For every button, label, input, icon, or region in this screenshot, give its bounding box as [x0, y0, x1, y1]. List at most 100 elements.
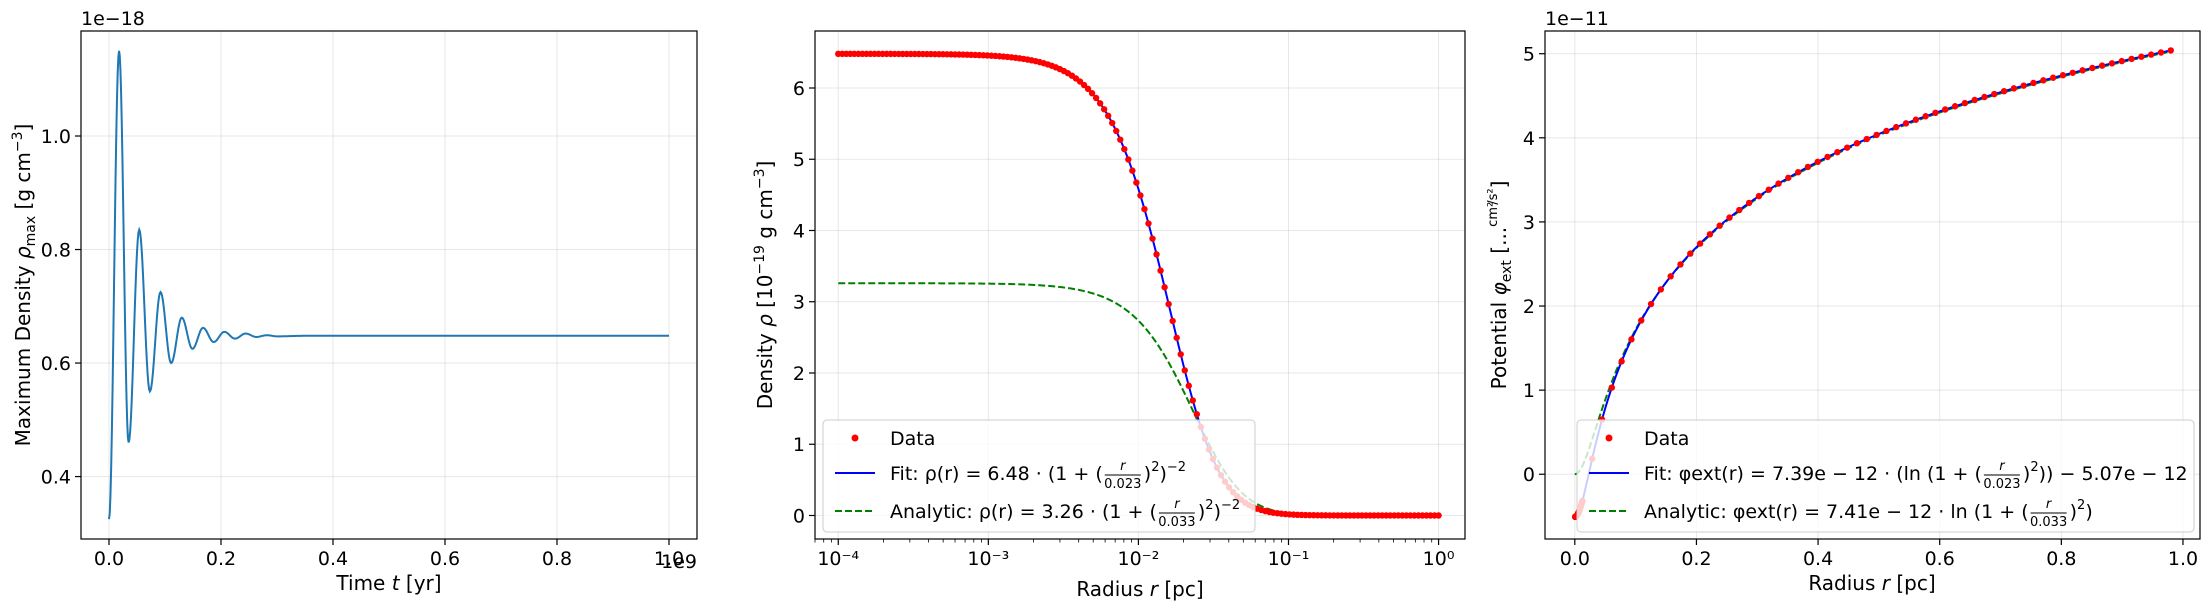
data-point — [2108, 60, 2116, 67]
data-point — [1084, 85, 1092, 93]
data-point — [1961, 99, 1969, 107]
data-point — [1173, 334, 1180, 341]
panel-3-x-ticks: 0.0 0.2 0.4 0.6 0.8 1.0 — [1560, 539, 2198, 570]
data-point — [1971, 96, 1978, 104]
data-point — [1153, 251, 1160, 258]
y-tick-label: 0 — [793, 505, 805, 527]
legend-marker-data — [851, 434, 859, 442]
panel-2-x-axis-label: Radius r [pc] — [1076, 577, 1203, 601]
x-tick-label: 0.8 — [2046, 548, 2076, 570]
legend-fraction-denominator: 0.023 — [1983, 477, 2020, 492]
panel-3-y-ticks: 0 1 2 3 4 5 — [1523, 44, 1545, 486]
data-point — [1435, 512, 1442, 519]
data-point — [1193, 411, 1201, 418]
panel-2-y-axis-label: Density ρ [10−19 g cm−3] — [752, 161, 777, 410]
y-tick-label: 0 — [1523, 464, 1535, 486]
data-point — [2049, 74, 2057, 81]
data-point — [1638, 317, 1645, 324]
data-point — [1824, 153, 1831, 161]
panel-density-profile: 10⁻⁴ 10⁻³ 10⁻² 10⁻¹ 10⁰ 0 1 2 3 4 5 6 Radius r [pc… — [752, 30, 1466, 601]
y-tick-label: 6 — [793, 78, 805, 100]
legend-fraction-denominator: 0.033 — [2030, 515, 2067, 530]
data-point — [1932, 109, 1939, 117]
data-point — [1129, 167, 1136, 174]
data-point — [1981, 93, 1988, 101]
data-point — [2167, 47, 2175, 54]
data-point — [1991, 90, 1998, 98]
data-point — [2118, 57, 2125, 65]
data-point — [1145, 220, 1152, 227]
data-point — [1157, 267, 1164, 274]
data-point — [2000, 87, 2008, 95]
data-point — [2059, 72, 2067, 79]
data-point — [1696, 240, 1704, 247]
data-point — [1125, 156, 1132, 163]
panel-1-series — [108, 50, 669, 520]
panel-max-density-vs-time: 0.0 0.2 0.4 0.6 0.8 1.0 0.4 0.6 0.8 1.0 Time t [… — [10, 8, 698, 595]
data-point — [1109, 119, 1116, 127]
panel-1-x-offset-label: 1e9 — [661, 551, 697, 573]
x-tick-label: 0.4 — [318, 548, 348, 570]
data-point — [2040, 77, 2047, 84]
data-point — [1618, 358, 1625, 365]
data-point — [1912, 116, 1920, 123]
data-point — [2010, 85, 2018, 92]
data-point — [1745, 199, 1753, 207]
data-point — [1902, 120, 1910, 127]
y-tick-label: 1 — [793, 434, 805, 456]
data-point — [1785, 174, 1792, 181]
panel-2-frame — [814, 30, 1466, 540]
y-tick-label: 4 — [1523, 128, 1535, 150]
x-tick-label: 0.0 — [1560, 548, 1590, 570]
data-point — [1667, 273, 1674, 280]
max-density-line — [108, 50, 669, 520]
data-point — [2157, 49, 2165, 56]
y-tick-label: 3 — [1523, 212, 1535, 234]
data-point — [1755, 192, 1763, 200]
y-tick-label: 0.6 — [41, 353, 71, 375]
data-point — [2098, 62, 2106, 69]
data-point — [2069, 69, 2076, 76]
data-point — [1117, 136, 1124, 143]
panel-1-y-ticks: 0.4 0.6 0.8 1.0 — [41, 126, 81, 489]
data-point — [1677, 261, 1684, 268]
x-tick-label: 0.0 — [94, 548, 124, 570]
y-tick-label: 0.4 — [41, 467, 71, 489]
data-point — [1873, 131, 1880, 139]
data-point — [2079, 67, 2086, 74]
data-point — [1149, 235, 1156, 242]
data-point — [1113, 127, 1120, 135]
legend-fraction-denominator: 0.033 — [1158, 515, 1195, 530]
x-tick-label: 10⁻² — [1117, 548, 1159, 570]
x-tick-label: 0.6 — [1925, 548, 1955, 570]
data-point — [2138, 53, 2145, 60]
panel-2-y-ticks: 0 1 2 3 4 5 6 — [793, 78, 815, 527]
data-point — [1137, 192, 1144, 199]
panel-3-y-axis-label: Potential φext [...cm²/s²] — [1486, 181, 1515, 390]
data-point — [2020, 82, 2027, 89]
x-tick-label: 10⁰ — [1423, 548, 1455, 570]
legend-fraction-numerator: r — [1999, 459, 2006, 474]
y-tick-label: 2 — [793, 363, 805, 385]
legend-label-rest: )2) — [2070, 498, 2093, 523]
legend-label: Data — [1644, 428, 1689, 450]
data-point — [1853, 140, 1861, 147]
legend-fraction-numerator: r — [1120, 459, 1127, 474]
y-tick-label: 4 — [793, 220, 805, 242]
data-point — [1080, 81, 1088, 89]
data-point — [1161, 284, 1168, 291]
y-tick-label: 5 — [1523, 44, 1535, 66]
data-point — [1189, 397, 1197, 404]
legend-fraction-denominator: 0.023 — [1104, 477, 1141, 492]
legend-fraction-numerator: r — [1174, 497, 1181, 512]
x-tick-label: 0.4 — [1803, 548, 1833, 570]
data-point — [1141, 205, 1148, 213]
data-point — [1883, 127, 1890, 135]
legend-frame — [822, 419, 1256, 533]
data-point — [1736, 206, 1743, 214]
data-point — [1100, 106, 1108, 113]
y-tick-label: 1 — [1523, 380, 1535, 402]
legend-marker-data — [1605, 434, 1613, 442]
